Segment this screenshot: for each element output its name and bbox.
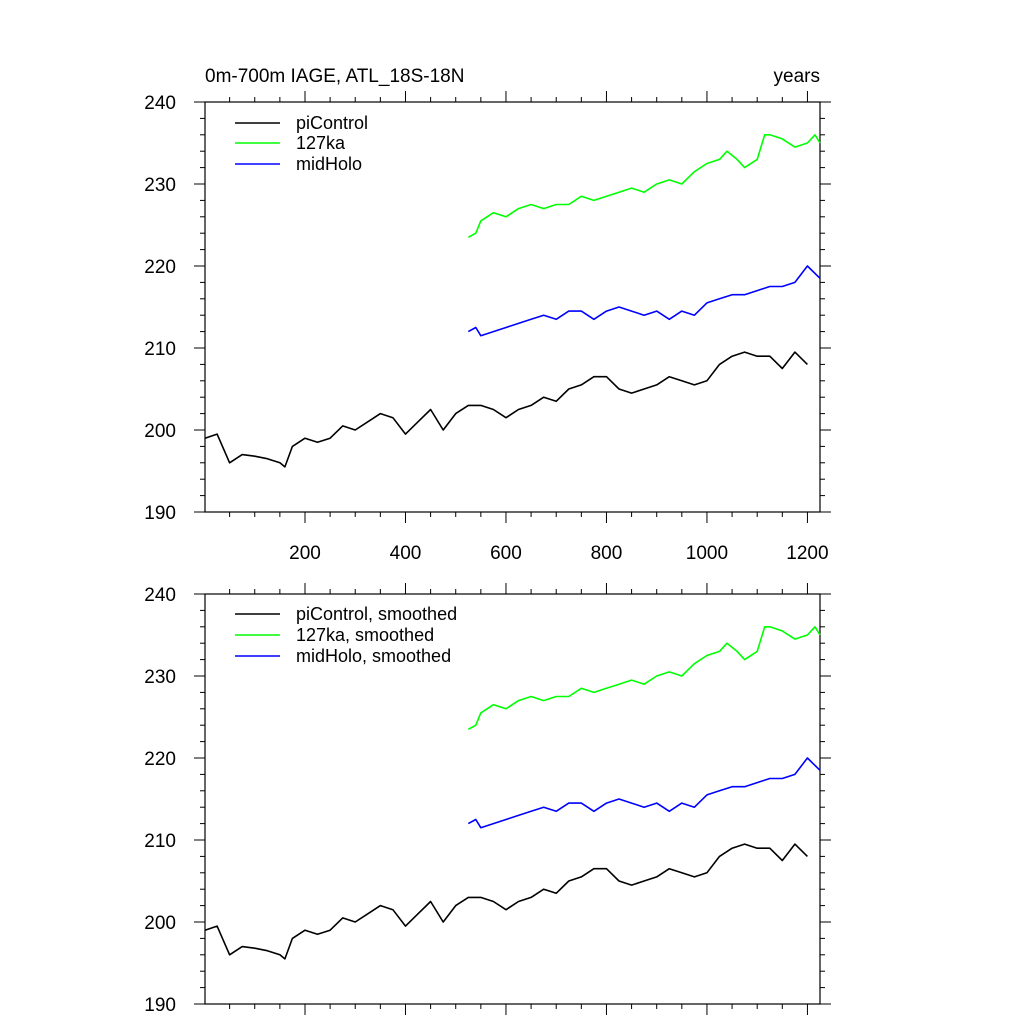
legend-label-picontrol-smoothed: piControl, smoothed [296,604,457,624]
plot-frame [204,101,821,513]
series-line-picontrol-smoothed [204,843,808,960]
legend-label-127ka-smoothed: 127ka, smoothed [296,625,434,645]
series-line-picontrol [204,351,808,468]
series-lines [204,134,821,468]
units-label: years [774,66,820,87]
y-tick-label: 210 [144,831,176,852]
legend: piControl, smoothed 127ka, smoothed midH… [235,604,457,666]
series-line-midholo [467,265,821,337]
y-tick-label: 220 [144,749,176,770]
y-tick-label: 230 [144,667,176,688]
bottom-panel: 190 200 210 220 230 240 piControl, smoothed 1… [144,583,831,1016]
y-tick-label: 240 [144,585,176,606]
y-tick-label: 200 [144,913,176,934]
x-tick-label: 600 [490,543,522,564]
series-line-127ka [467,134,821,239]
y-tick-label: 190 [144,503,176,524]
axes: 190 200 210 220 230 240 200 400 600 800 1000 1200 [144,91,831,564]
y-tick-label: 190 [144,995,176,1016]
y-tick-label: 230 [144,175,176,196]
series-line-127ka-smoothed [467,625,821,731]
x-tick-label: 800 [591,543,623,564]
legend-label-127ka: 127ka [296,133,346,153]
axes: 190 200 210 220 230 240 [144,583,831,1016]
y-tick-label: 220 [144,257,176,278]
legend-label-picontrol: piControl [296,113,368,133]
y-tick-label: 240 [144,93,176,114]
y-tick-label: 210 [144,339,176,360]
plot-frame [204,593,821,1005]
series-lines [204,625,821,960]
legend-label-midholo-smoothed: midHolo, smoothed [296,646,451,666]
legend-label-midholo: midHolo [296,154,362,174]
x-tick-label: 200 [289,543,321,564]
top-panel: 0m-700m IAGE, ATL_18S-18N years 190 200 21… [144,66,831,564]
x-tick-label: 1000 [686,543,728,564]
x-tick-label: 1200 [786,543,828,564]
chart-title: 0m-700m IAGE, ATL_18S-18N [205,66,464,87]
x-tick-label: 400 [390,543,422,564]
y-tick-label: 200 [144,421,176,442]
legend: piControl 127ka midHolo [235,113,368,174]
series-line-midholo-smoothed [467,757,821,829]
